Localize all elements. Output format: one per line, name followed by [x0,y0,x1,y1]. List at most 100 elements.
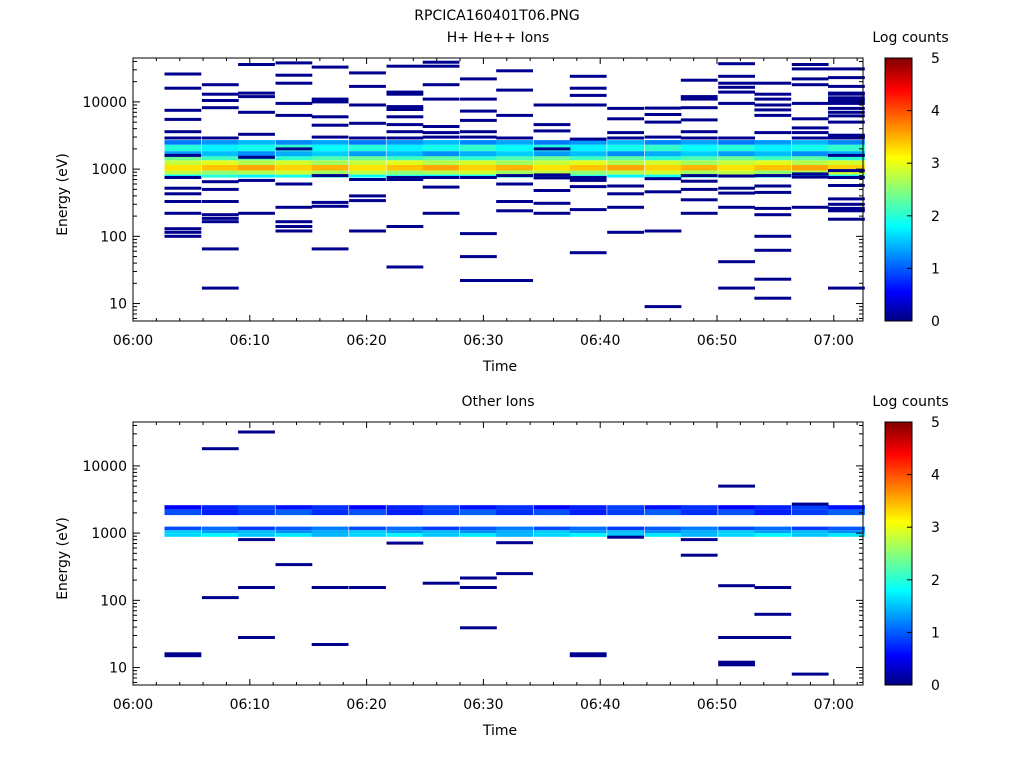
count-cell [607,535,644,539]
spectrum-cell [238,174,275,178]
spectrum-cell [644,160,682,166]
spectrum-cell [496,160,533,166]
spectrum-cell [718,156,755,161]
spectrum-cell [386,156,424,161]
count-cell [828,67,865,71]
spectrum-cell [644,170,682,175]
spectrum-cell [201,505,239,510]
count-cell [680,538,718,542]
spectrum-cell [569,140,607,145]
count-cell [386,123,424,127]
plot-area [164,430,865,676]
count-cell [644,135,682,139]
count-cell [791,67,829,71]
spectrum-cell [422,144,460,152]
spectrum-cell [201,170,239,175]
axes-frame [132,421,864,686]
spectrum-cell [828,170,865,175]
colorbar-tick-label: 4 [931,104,940,120]
count-cell [275,220,313,224]
count-cell [569,185,607,189]
count-cell [386,64,424,68]
spectrum-cell [238,170,275,175]
count-cell [460,135,497,139]
count-cell [496,200,533,203]
spectrum-cell [533,165,571,171]
count-cell [791,117,829,121]
count-cell [460,130,497,134]
spectrum-cell [349,156,386,161]
count-cell [311,115,349,119]
count-cell [569,178,607,182]
count-cell [164,652,202,656]
spectrum-cell [496,140,533,145]
spectrum-cell [680,533,718,537]
count-cell [311,643,349,646]
count-cell [718,81,755,85]
count-cell [238,211,275,215]
spectrum-cell [607,144,644,152]
count-cell [164,176,202,179]
colorbar-tick-label: 0 [931,314,940,330]
count-cell [828,176,865,179]
spectrum-cell [644,505,682,510]
count-cell [754,103,792,107]
spectrum-cell [607,526,644,531]
count-cell [460,176,497,179]
count-cell [349,121,386,125]
spectrum-cell [275,140,313,145]
spectrum-cell [164,505,202,510]
count-cell [496,136,533,140]
count-cell [311,135,349,139]
spectrum-cell [201,160,239,166]
count-cell [238,538,275,542]
spectrum-cell [422,505,460,510]
count-cell [238,636,275,639]
spectrum-cell [311,530,349,534]
count-cell [201,180,239,184]
spectrum-cell [164,533,202,537]
spectrum-cell [422,509,460,516]
count-cell [680,130,718,134]
spectrum-cell [386,170,424,175]
spectrum-cell [496,170,533,175]
spectrum-cell [754,165,792,171]
spectrum-cell [311,156,349,161]
count-cell [569,251,607,255]
spectrum-cell [496,509,533,516]
spectrum-cell [422,530,460,534]
count-cell [791,175,829,179]
y-axis-label: Energy (eV) [55,153,71,236]
spectrum-cell [533,526,571,531]
spectrum-cell [275,170,313,175]
spectrum-cell [644,526,682,531]
spectrum-cell [460,165,497,171]
spectrum-cell [386,160,424,166]
count-cell [164,117,202,121]
count-cell [386,225,424,228]
count-cell [569,74,607,78]
count-cell [275,563,313,567]
count-cell [569,208,607,212]
spectrum-cell [349,505,386,510]
spectrum-cell [569,160,607,166]
count-cell [569,93,607,97]
colorbar-label: Log counts [872,30,948,46]
count-cell [311,204,349,208]
count-cell [238,586,275,589]
spectrum-cell [607,160,644,166]
count-cell [311,65,349,69]
spectrum-cell [275,160,313,166]
count-cell [569,652,607,656]
x-tick-label: 06:20 [346,697,386,713]
spectrum-cell [754,530,792,534]
count-cell [718,186,755,190]
count-cell [791,126,829,130]
count-cell [754,277,792,281]
count-cell [496,113,533,117]
count-cell [718,636,755,639]
count-cell [349,103,386,107]
spectrum-cell [238,505,275,510]
spectrum-cell [680,160,718,166]
count-cell [238,132,275,136]
